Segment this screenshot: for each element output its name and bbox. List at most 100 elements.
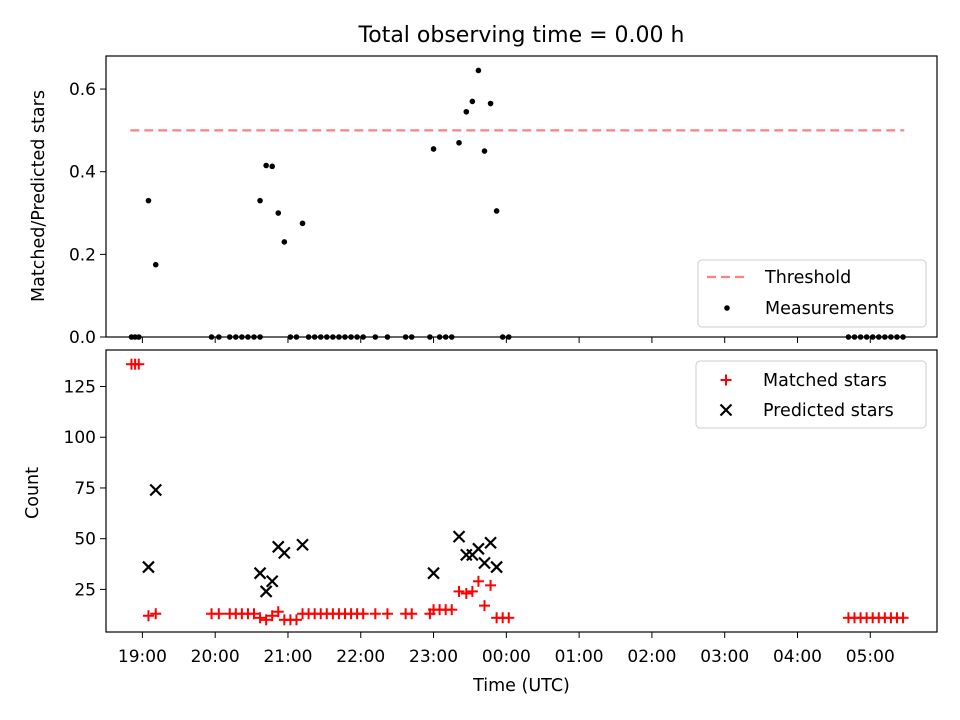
measurement-point <box>851 334 858 340</box>
measurement-point <box>875 334 882 340</box>
legend-predicted-stars-swatch <box>719 403 733 417</box>
measurement-point <box>216 334 222 340</box>
measurement-point <box>442 334 449 340</box>
y-tick-label: 75 <box>74 479 96 499</box>
y-tick-label: 0.0 <box>69 328 96 348</box>
predicted-stars-point <box>472 542 485 556</box>
predicted-stars-point <box>149 483 163 497</box>
legend-measurements-label: Measurements <box>765 299 894 319</box>
measurement-point <box>348 334 354 340</box>
measurement-point <box>863 334 870 340</box>
predicted-stars-point-stroke <box>265 575 279 588</box>
measurement-point <box>436 334 443 340</box>
measurement-point <box>372 334 379 340</box>
legend-matched-stars-swatch <box>720 374 732 386</box>
measurement-point <box>430 146 437 152</box>
measurement-point <box>239 334 245 340</box>
top-plot-panel: 0.0 0.2 0.4 0.6 Threshold Measurements <box>69 55 938 348</box>
measurement-point <box>245 334 251 340</box>
top-y-axis-label: Matched/Predicted stars <box>29 90 49 302</box>
predicted-stars-point-stroke <box>253 566 267 580</box>
measurement-point <box>257 197 263 204</box>
matched-stars-point <box>213 608 225 620</box>
measurement-point <box>305 334 312 340</box>
x-tick-label: 21:00 <box>263 647 312 667</box>
measurement-point <box>882 334 888 340</box>
measurement-point <box>257 334 263 340</box>
measurement-point <box>505 334 512 340</box>
measurement-point <box>330 334 336 340</box>
measurement-point <box>900 334 906 340</box>
predicted-stars-point <box>296 538 309 552</box>
matched-stars-point <box>260 614 272 626</box>
predicted-stars-point-stroke <box>142 560 155 574</box>
measurement-point <box>888 334 894 340</box>
x-tick-label: 20:00 <box>191 647 240 667</box>
measurement-point <box>469 98 476 105</box>
predicted-stars-point-stroke <box>271 540 285 554</box>
legend-predicted-stars-label: Predicted stars <box>763 401 894 421</box>
x-tick-label: 23:00 <box>409 647 458 667</box>
x-tick-label: 04:00 <box>773 647 822 667</box>
measurement-point <box>427 334 433 340</box>
bottom-legend: Matched stars Predicted stars <box>695 360 927 429</box>
measurement-point <box>152 261 159 268</box>
matched-stars-point <box>142 610 154 622</box>
predicted-stars-point-stroke <box>472 542 485 556</box>
measurement-point <box>336 334 342 340</box>
plot-frame-bottom <box>105 349 938 633</box>
matched-stars-point <box>460 587 472 599</box>
measurement-point <box>857 334 864 340</box>
matched-stars-point <box>503 612 515 624</box>
measurement-point <box>384 334 391 340</box>
predicted-stars-point <box>460 548 473 562</box>
matched-stars-point <box>485 579 497 591</box>
measurement-point <box>402 334 409 340</box>
predicted-stars-point <box>452 530 466 543</box>
matched-stars-point <box>266 610 278 622</box>
predicted-stars-point-stroke <box>296 538 309 552</box>
x-tick-label: 05:00 <box>846 647 895 667</box>
measurement-point <box>275 210 282 216</box>
measurement-point <box>845 334 852 340</box>
measurement-point <box>135 334 142 340</box>
y-tick-label: 0.6 <box>69 80 96 100</box>
y-tick-label: 125 <box>64 378 96 398</box>
x-tick-label: 22:00 <box>336 647 385 667</box>
predicted-stars-point-stroke <box>427 566 440 580</box>
bottom-y-axis-label: Count <box>23 467 43 519</box>
y-tick-label: 50 <box>74 530 96 550</box>
matched-stars-point <box>150 608 162 620</box>
predicted-stars-point <box>490 560 503 574</box>
predicted-stars-point <box>142 560 155 574</box>
matched-stars-point <box>466 585 478 597</box>
measurement-point <box>493 208 500 214</box>
measurement-point <box>145 197 152 204</box>
measurement-point <box>293 334 300 340</box>
y-tick-label: 0.2 <box>69 245 96 265</box>
predicted-stars-point <box>259 585 273 598</box>
measurement-point <box>226 334 233 340</box>
plot-frame-top <box>105 55 938 338</box>
x-tick-label: 02:00 <box>627 647 676 667</box>
measurement-point <box>894 334 900 340</box>
x-tick-label: 01:00 <box>555 647 604 667</box>
predicted-stars-point-stroke <box>484 536 497 550</box>
measurement-point <box>408 334 415 340</box>
y-tick-label: 0.4 <box>69 163 96 183</box>
x-axis-label: Time (UTC) <box>472 676 570 696</box>
bottom-plot-panel: 25 50 75 100 125 19:00 20:00 21:00 22:00 23:00 00:… <box>64 349 938 667</box>
measurement-point <box>499 334 506 340</box>
measurement-point <box>487 100 494 107</box>
matched-stars-point <box>369 608 381 620</box>
measurement-point <box>233 334 239 340</box>
legend-measurements-swatch <box>724 305 730 311</box>
measurement-point <box>342 334 348 340</box>
matched-stars-point <box>897 612 909 624</box>
measurement-point <box>208 334 215 340</box>
predicted-stars-point-stroke <box>452 530 466 543</box>
matched-stars-point <box>453 585 465 597</box>
predicted-stars-point <box>478 556 491 570</box>
measurement-point <box>360 334 366 340</box>
measurement-point <box>323 334 330 340</box>
